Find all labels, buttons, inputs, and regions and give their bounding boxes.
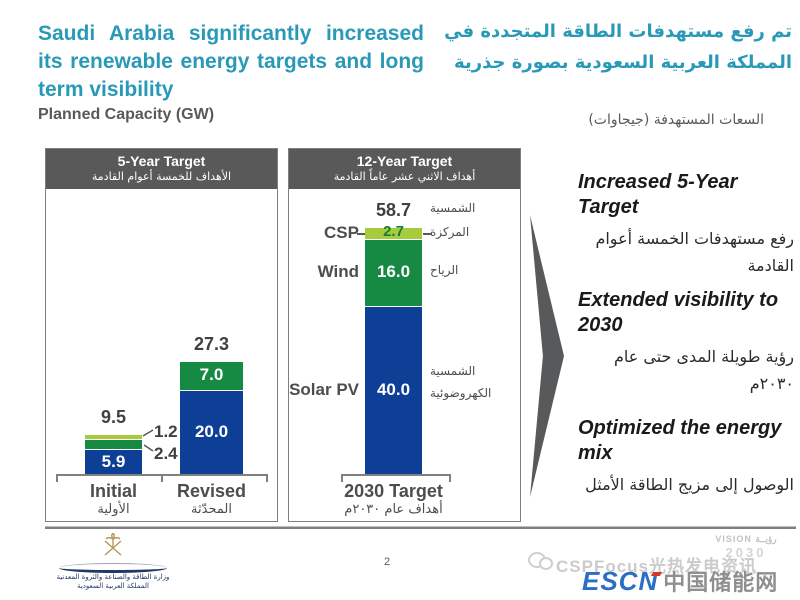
annotation-wind-value: 2.4 xyxy=(154,444,178,463)
x-axis-tick xyxy=(266,474,268,482)
bar-segment-csp xyxy=(85,434,142,440)
page-number: 2 xyxy=(384,556,391,568)
escn-red-accent xyxy=(651,572,663,576)
ministry-swoosh xyxy=(59,563,167,573)
benefit-1-text-ar: رفع مستهدفات الخمسة أعوام القادمة xyxy=(595,229,794,275)
bar-segment-solar-pv xyxy=(85,449,142,474)
slide-subtitle-ar: السعات المستهدفة (جيجاوات) xyxy=(588,112,764,128)
watermark-cspfocus: CSPFocus光热发电资讯 xyxy=(556,557,758,576)
vision-2030-logo: VISION رؤيــة 2030 xyxy=(700,534,792,560)
chart-5-year: 5.9 9.5 Initial الأولية 20.0 7.0 27.3 Revised ال… xyxy=(46,189,277,521)
bar-segment-wind xyxy=(365,238,422,306)
benefit-2-text-ar: رؤية طويلة المدى حتى عام ٢٠٣٠م xyxy=(613,347,794,393)
category-label: 2030 Target xyxy=(344,481,443,501)
vision-logo-text: VISION رؤيــة xyxy=(715,534,777,544)
benefit-3-text-en: Optimized the energy mix xyxy=(578,417,782,464)
bar-value-label: 7.0 xyxy=(199,365,224,385)
x-axis-line xyxy=(341,474,451,476)
bar-total-label: 58.7 xyxy=(375,200,412,221)
category-label-ar: المحدّثة xyxy=(191,502,232,517)
bar-value-label: 2.7 xyxy=(383,223,404,241)
ministry-name: وزارة الطاقة والصناعة والثروة المعدنية xyxy=(56,573,170,581)
vision-logo-year: 2030 xyxy=(725,545,767,560)
wechat-icon xyxy=(528,552,553,572)
leader-lines xyxy=(142,429,154,452)
bar-segment-csp xyxy=(365,227,422,239)
benefit-extended-visibility: Extended visibility to 2030 رؤية طويلة ا… xyxy=(578,288,794,397)
series-label-ar-solar-pv: الكهروضوئية xyxy=(430,386,492,400)
chart-12-year: 40.0 16.0 2.7 58.7 2030 Target أهداف عام ٢٠٣٠… xyxy=(289,189,520,521)
category-label-ar: أهداف عام ٢٠٣٠م xyxy=(344,502,443,517)
benefit-increased-target: Increased 5-Year Target رفع مستهدفات الخ… xyxy=(578,170,794,279)
x-axis-tick xyxy=(56,474,58,482)
bar-value-label: 40.0 xyxy=(376,380,411,399)
escn-logo-text: ESCN xyxy=(582,566,659,596)
bar-total-label: 27.3 xyxy=(193,333,230,354)
x-axis-tick xyxy=(449,474,451,482)
series-label-csp: CSP xyxy=(324,223,359,243)
slide-subtitle-en: Planned Capacity (GW) xyxy=(38,106,215,123)
bar-value-label: 16.0 xyxy=(376,262,411,282)
footer-divider xyxy=(45,526,796,529)
panel-12-year-title: 12-Year Target xyxy=(356,153,453,169)
panel-5-year-target: 5-Year Target الأهداف للخمسة أعوام القاد… xyxy=(45,148,278,522)
series-label-ar-wind: الرياح xyxy=(430,263,459,278)
ministry-country: المملكة العربية السعودية xyxy=(77,582,149,590)
csp-leader-dash xyxy=(423,233,431,236)
bar-segment-solar-pv xyxy=(180,390,243,474)
ministry-logo: وزارة الطاقة والصناعة والثروة المعدنية ا… xyxy=(46,532,180,591)
x-axis-tick xyxy=(161,474,163,482)
benefit-3-text-ar: الوصول إلى مزيج الطاقة الأمثل xyxy=(585,475,794,494)
x-axis-tick xyxy=(341,474,343,482)
panel-12-year-header: 12-Year Target أهداف الاثني عشر عاماً ال… xyxy=(289,149,520,189)
category-label: Initial xyxy=(89,481,137,501)
category-label: Revised xyxy=(176,481,247,501)
panel-5-year-header: 5-Year Target الأهداف للخمسة أعوام القاد… xyxy=(46,149,277,189)
slide-title-en: Saudi Arabia significantly increased its… xyxy=(38,22,424,101)
panel-12-year-target: 12-Year Target أهداف الاثني عشر عاماً ال… xyxy=(288,148,521,522)
series-label-ar-csp: الشمسية xyxy=(430,201,476,215)
right-arrow-shape xyxy=(530,215,564,497)
benefit-2-text-en: Extended visibility to 2030 xyxy=(578,289,779,336)
annotation-csp-value: 1.2 xyxy=(154,422,178,441)
bar-value-label: 5.9 xyxy=(101,451,126,471)
bar-segment-wind xyxy=(180,360,243,390)
series-label-wind: Wind xyxy=(317,262,359,282)
csp-leader-dash xyxy=(357,233,365,236)
benefit-optimized-mix: Optimized the energy mix الوصول إلى مزيج… xyxy=(578,416,794,498)
escn-cn-text: 中国储能网 xyxy=(663,570,779,595)
benefit-1-text-en: Increased 5-Year Target xyxy=(578,171,738,218)
slide-title-ar: تم رفع مستهدفات الطاقة المتجددة في الممل… xyxy=(444,21,792,73)
wechat-bubble-small xyxy=(539,557,553,570)
bar-total-label: 9.5 xyxy=(100,407,127,428)
category-label-ar: الأولية xyxy=(97,502,130,517)
series-label-ar-csp: المركزة xyxy=(430,225,470,240)
bar-segment-solar-pv xyxy=(365,306,422,474)
watermark-escn: ESCN 中国储能网 xyxy=(582,565,778,597)
bar-segment-wind xyxy=(85,439,142,450)
panel-5-year-title: 5-Year Target xyxy=(117,153,206,169)
panel-5-year-title-ar: الأهداف للخمسة أعوام القادمة xyxy=(91,170,232,183)
palm-and-swords-icon xyxy=(104,532,122,556)
series-label-solar-pv: Solar PV xyxy=(289,380,359,399)
bar-value-label: 20.0 xyxy=(194,422,229,441)
panel-12-year-title-ar: أهداف الاثني عشر عاماً القادمة xyxy=(333,170,476,183)
series-label-ar-solar-pv: الشمسية xyxy=(430,364,476,378)
